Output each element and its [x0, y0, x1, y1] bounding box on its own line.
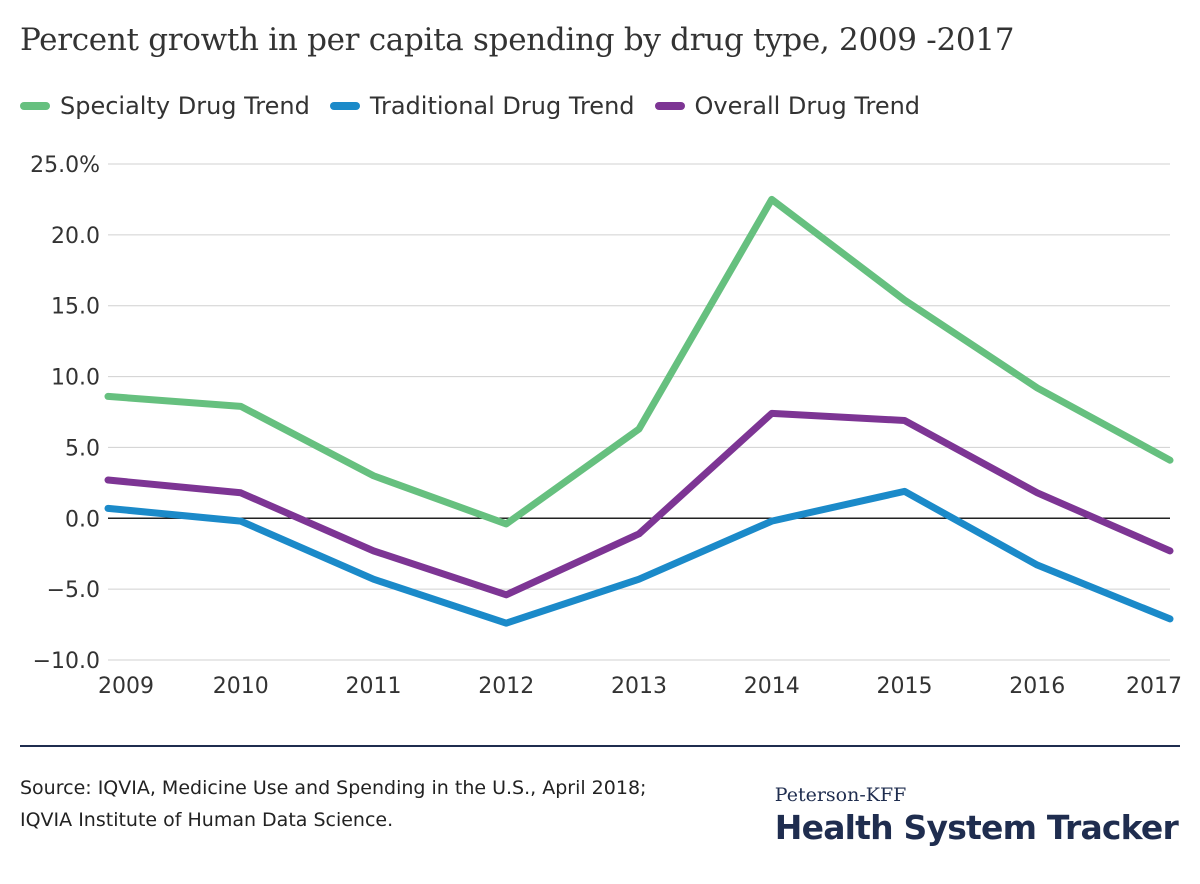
y-tick-label: 10.0 [51, 366, 100, 391]
series-line-traditional-drug-trend [104, 487, 1174, 627]
x-tick-label: 2017 [1126, 674, 1182, 699]
legend-swatch-overall [654, 102, 685, 110]
legend-item-specialty: Specialty Drug Trend [20, 92, 310, 120]
brand-title: Health System Tracker [774, 808, 1179, 847]
legend-label-traditional: Traditional Drug Trend [369, 92, 635, 120]
y-tick-label: −10.0 [33, 649, 100, 674]
brand-logo: Peterson-KFF Health System Tracker [774, 784, 1179, 847]
x-tick-label: 2009 [98, 674, 154, 699]
x-tick-label: 2014 [744, 674, 800, 699]
series-line-specialty-drug-trend [104, 195, 1174, 528]
x-tick-label: 2016 [1009, 674, 1065, 699]
gridlines [108, 163, 1170, 661]
source-note: Source: IQVIA, Medicine Use and Spending… [20, 777, 647, 831]
y-axis-ticks: 25.0% 20.0 15.0 10.0 5.0 0.0 −5.0 −10.0 [30, 153, 100, 674]
y-tick-label: 15.0 [51, 295, 100, 320]
legend-item-traditional: Traditional Drug Trend [329, 92, 635, 120]
legend-label-specialty: Specialty Drug Trend [60, 92, 310, 120]
y-tick-label: 20.0 [51, 224, 100, 249]
series-line-overall-drug-trend [104, 409, 1174, 599]
chart-title: Percent growth in per capita spending by… [20, 22, 1015, 58]
brand-subtitle: Peterson-KFF [774, 784, 907, 806]
line-chart: 25.0% 20.0 15.0 10.0 5.0 0.0 −5.0 −10.0 2009 201… [30, 153, 1182, 699]
legend-item-overall: Overall Drug Trend [654, 92, 921, 120]
legend-swatch-traditional [329, 102, 360, 110]
y-tick-label: 0.0 [65, 507, 100, 532]
series-lines [104, 195, 1174, 627]
y-tick-label: −5.0 [47, 578, 100, 603]
footer-divider [20, 745, 1180, 747]
x-tick-label: 2012 [478, 674, 534, 699]
y-tick-label: 5.0 [65, 436, 100, 461]
x-tick-label: 2011 [346, 674, 402, 699]
y-tick-label: 25.0% [30, 153, 100, 178]
x-tick-label: 2010 [213, 674, 269, 699]
x-tick-label: 2015 [877, 674, 933, 699]
x-axis-ticks: 2009 2010 2011 2012 2013 2014 2015 2016 2017 [98, 674, 1182, 699]
legend: Specialty Drug Trend Traditional Drug Tr… [20, 92, 940, 120]
legend-label-overall: Overall Drug Trend [694, 92, 921, 120]
legend-swatch-specialty [20, 102, 50, 110]
x-tick-label: 2013 [611, 674, 667, 699]
